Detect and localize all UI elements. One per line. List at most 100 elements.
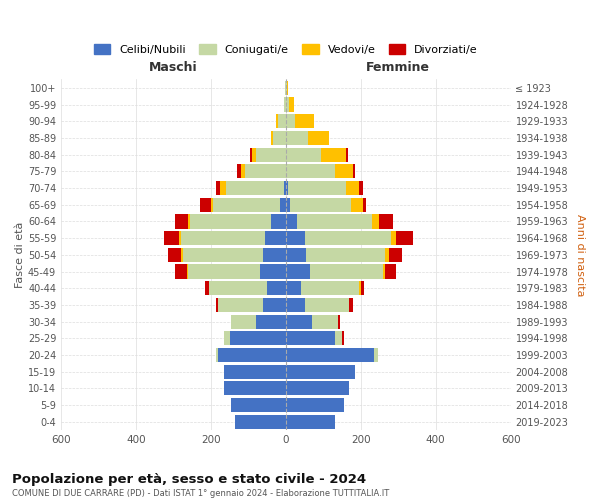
Bar (217, 348, 218, 362)
Bar (235, 414, 286, 429)
Bar (237, 164, 241, 178)
Bar (232, 398, 286, 412)
Bar (286, 264, 310, 278)
Bar (168, 248, 181, 262)
Bar (287, 181, 346, 195)
Bar (272, 131, 286, 145)
Bar (286, 331, 335, 345)
Bar (256, 314, 286, 328)
Legend: Celibi/Nubili, Coniugati/e, Vedovi/e, Divorziati/e: Celibi/Nubili, Coniugati/e, Vedovi/e, Di… (89, 40, 482, 59)
Bar (379, 214, 392, 228)
Bar (200, 198, 211, 212)
Bar (286, 198, 290, 212)
Text: COMUNE DI DUE CARRARE (PD) - Dati ISTAT 1° gennaio 2024 - Elaborazione TUTTITALI: COMUNE DI DUE CARRARE (PD) - Dati ISTAT … (12, 489, 389, 498)
Bar (361, 281, 364, 295)
Bar (359, 281, 361, 295)
Bar (335, 164, 353, 178)
Bar (383, 264, 385, 278)
Bar (346, 148, 347, 162)
Bar (217, 181, 220, 195)
Bar (179, 231, 181, 245)
Bar (305, 298, 349, 312)
Bar (289, 98, 295, 112)
Bar (374, 348, 377, 362)
Bar (226, 181, 284, 195)
Y-axis label: Anni di nascita: Anni di nascita (575, 214, 585, 296)
Text: Femmine: Femmine (366, 62, 430, 74)
Bar (286, 80, 287, 95)
Bar (217, 298, 218, 312)
Bar (181, 248, 183, 262)
Bar (220, 181, 226, 195)
Bar (286, 281, 301, 295)
Bar (218, 348, 286, 362)
Bar (372, 214, 379, 228)
Bar (310, 264, 383, 278)
Bar (271, 131, 272, 145)
Bar (312, 314, 338, 328)
Bar (305, 231, 391, 245)
Bar (286, 398, 344, 412)
Bar (224, 331, 230, 345)
Bar (232, 314, 256, 328)
Bar (205, 281, 209, 295)
Bar (286, 98, 289, 112)
Bar (308, 131, 329, 145)
Bar (190, 214, 271, 228)
Bar (278, 114, 286, 128)
Bar (286, 148, 322, 162)
Bar (241, 164, 245, 178)
Bar (224, 364, 286, 379)
Bar (285, 80, 286, 95)
Bar (397, 231, 413, 245)
Bar (260, 264, 286, 278)
Bar (252, 148, 256, 162)
Bar (164, 231, 179, 245)
Bar (286, 248, 307, 262)
Text: Maschi: Maschi (149, 62, 198, 74)
Bar (389, 248, 402, 262)
Bar (188, 214, 190, 228)
Bar (277, 114, 278, 128)
Bar (211, 198, 213, 212)
Bar (353, 164, 355, 178)
Bar (218, 298, 263, 312)
Bar (286, 314, 312, 328)
Bar (250, 148, 252, 162)
Bar (342, 331, 344, 345)
Bar (286, 114, 295, 128)
Text: Popolazione per età, sesso e stato civile - 2024: Popolazione per età, sesso e stato civil… (12, 472, 366, 486)
Y-axis label: Fasce di età: Fasce di età (15, 222, 25, 288)
Bar (297, 214, 372, 228)
Bar (187, 264, 188, 278)
Bar (349, 298, 353, 312)
Bar (224, 382, 286, 396)
Bar (362, 198, 367, 212)
Bar (263, 298, 286, 312)
Bar (307, 248, 385, 262)
Bar (183, 248, 263, 262)
Bar (175, 264, 187, 278)
Bar (286, 231, 305, 245)
Bar (385, 264, 397, 278)
Bar (290, 198, 352, 212)
Bar (286, 164, 335, 178)
Bar (286, 298, 305, 312)
Bar (352, 198, 362, 212)
Bar (322, 148, 346, 162)
Bar (335, 331, 342, 345)
Bar (245, 164, 286, 178)
Bar (209, 281, 267, 295)
Bar (286, 214, 297, 228)
Bar (181, 231, 265, 245)
Bar (338, 314, 340, 328)
Bar (286, 364, 355, 379)
Bar (265, 231, 286, 245)
Bar (175, 214, 188, 228)
Bar (385, 248, 389, 262)
Bar (230, 331, 286, 345)
Bar (359, 181, 362, 195)
Bar (280, 198, 286, 212)
Bar (284, 181, 286, 195)
Bar (286, 348, 374, 362)
